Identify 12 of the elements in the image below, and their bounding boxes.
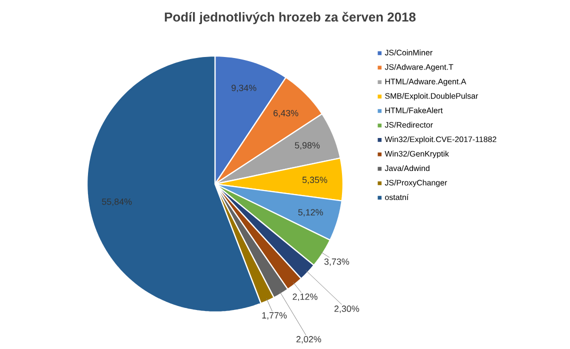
data-label: 3,73% <box>324 258 350 266</box>
data-label: 5,98% <box>294 142 320 150</box>
data-label: 6,43% <box>274 110 298 118</box>
data-label: 2,30% <box>334 306 360 313</box>
data-label: 55,84% <box>102 198 132 206</box>
data-label: 2,02% <box>296 336 322 344</box>
data-label: 5,12% <box>298 209 323 217</box>
data-label: 2,12% <box>292 294 318 301</box>
chart-title: Podíl jednotlivých hrozeb za červen 2018 <box>164 12 416 24</box>
data-label: 5,35% <box>302 176 328 184</box>
data-label: 9,34% <box>232 84 256 92</box>
data-label: 1,77% <box>262 312 287 320</box>
